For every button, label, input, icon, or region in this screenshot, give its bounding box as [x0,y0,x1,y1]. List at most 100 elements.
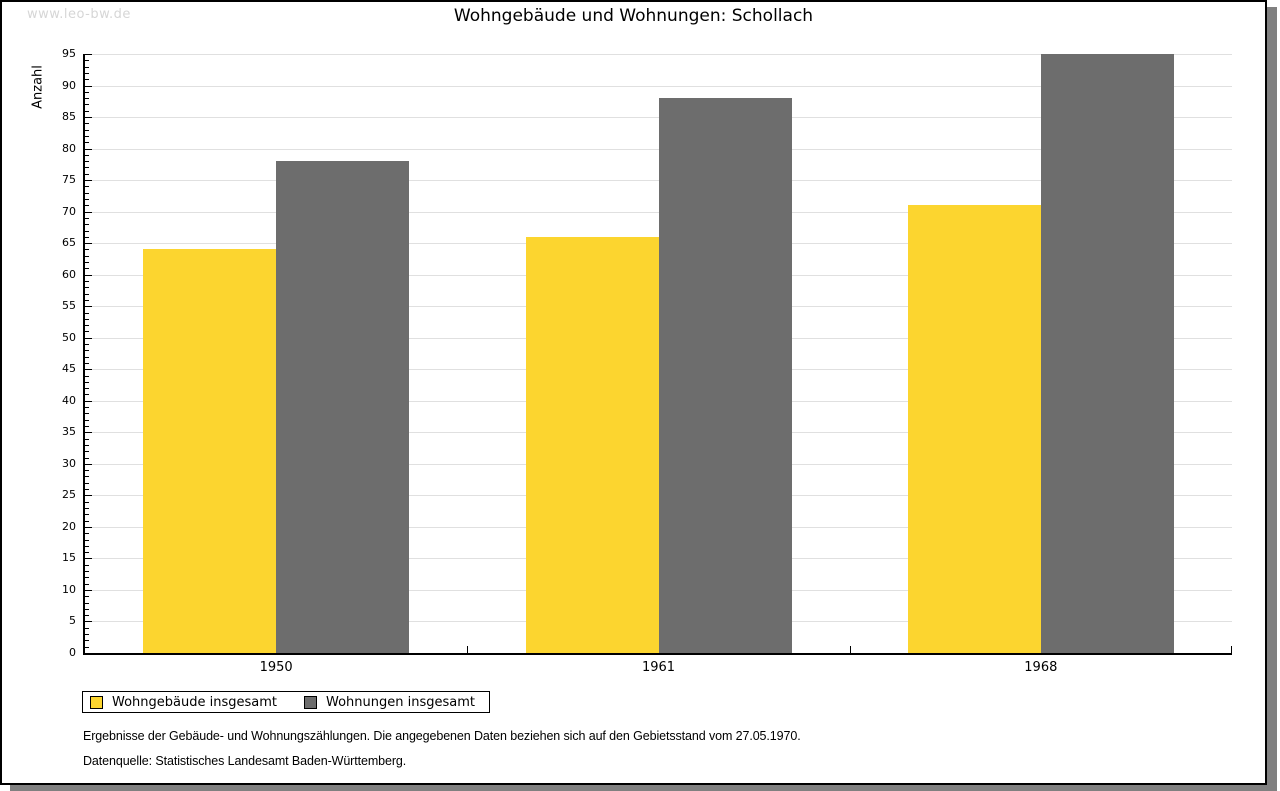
y-tick-label-5: 5 [69,614,76,628]
y-tick-major-10 [85,589,92,591]
footer-note: Ergebnisse der Gebäude- und Wohnungszähl… [83,729,801,743]
y-tick-label-55: 55 [62,299,76,313]
y-tick-minor [85,344,89,346]
x-tick-end [1231,646,1232,653]
y-tick-minor [85,476,89,478]
footer-source: Datenquelle: Statistisches Landesamt Bad… [83,754,407,768]
y-tick-major-85 [85,117,92,119]
x-axis-line [83,653,1232,655]
y-tick-major-80 [85,148,92,150]
y-tick-minor [85,249,89,251]
y-tick-major-60 [85,274,92,276]
y-tick-minor [85,142,89,144]
y-tick-minor [85,634,89,636]
y-tick-major-55 [85,306,92,308]
y-tick-minor [85,457,89,459]
y-tick-minor [85,381,89,383]
y-tick-label-45: 45 [62,362,76,376]
legend-label-wohnungen: Wohnungen insgesamt [326,694,475,710]
watermark: www.leo-bw.de [27,7,131,22]
y-tick-minor [85,129,89,131]
y-tick-minor [85,192,89,194]
y-tick-minor [85,394,89,396]
y-tick-minor [85,173,89,175]
y-tick-minor [85,299,89,301]
y-tick-label-70: 70 [62,204,76,218]
y-tick-minor [85,79,89,81]
y-tick-minor [85,375,89,377]
y-tick-minor [85,98,89,100]
y-tick-major-70 [85,211,92,213]
y-tick-minor [85,615,89,617]
y-tick-minor [85,602,89,604]
y-tick-minor [85,280,89,282]
y-tick-major-30 [85,463,92,465]
plot-area: 0 5 10 15 20 25 30 35 40 45 50 55 60 65 70 75 80 85 90 95 19… [62,47,1232,675]
bar-wohnungen-1961 [658,98,792,653]
y-tick-major-45 [85,369,92,371]
y-tick-minor [85,161,89,163]
y-tick-major-5 [85,621,92,623]
y-tick-label-80: 80 [62,141,76,155]
bar-wohnungen-1968 [1040,54,1174,653]
y-tick-minor [85,186,89,188]
y-tick-major-75 [85,180,92,182]
y-tick-label-15: 15 [62,551,76,565]
y-tick-label-60: 60 [62,267,76,281]
y-tick-minor [85,489,89,491]
x-category-label-1950: 1950 [259,660,293,675]
y-tick-major-15 [85,558,92,560]
y-tick-minor [85,533,89,535]
y-tick-minor [85,154,89,156]
y-tick-minor [85,236,89,238]
y-tick-minor [85,135,89,137]
y-tick-label-30: 30 [62,456,76,470]
y-tick-minor [85,230,89,232]
y-tick-label-95: 95 [62,47,76,60]
gridline-95 [85,54,1232,55]
y-tick-major-35 [85,432,92,434]
y-tick-minor [85,217,89,219]
y-tick-major-90 [85,85,92,87]
y-tick-minor [85,268,89,270]
y-tick-minor [85,224,89,226]
y-tick-major-40 [85,400,92,402]
y-tick-minor [85,293,89,295]
y-tick-minor [85,571,89,573]
gridline-90 [85,85,1232,87]
y-tick-label-0: 0 [69,646,76,659]
legend-box: Wohngebäude insgesamt Wohnungen insgesam… [82,691,490,713]
y-tick-minor [85,545,89,547]
y-tick-minor [85,350,89,352]
y-tick-minor [85,520,89,522]
x-tick-boundary [849,646,851,653]
y-tick-minor [85,104,89,106]
y-tick-label-85: 85 [62,110,76,124]
y-tick-minor [85,451,89,453]
y-tick-label-65: 65 [62,236,76,250]
y-tick-minor [85,552,89,554]
y-tick-label-10: 10 [62,582,76,596]
y-tick-major-50 [85,337,92,339]
x-category-label-1961: 1961 [641,660,676,675]
y-tick-minor [85,356,89,358]
y-tick-minor [85,444,89,446]
y-tick-minor [85,482,89,484]
y-tick-minor [85,72,89,74]
y-tick-minor [85,514,89,516]
y-tick-minor [85,318,89,320]
y-tick-major-95 [85,54,92,55]
bar-wohngebaeude-1961 [525,236,659,653]
y-tick-label-35: 35 [62,425,76,439]
y-tick-minor [85,539,89,541]
y-tick-minor [85,205,89,207]
chart-title: Wohngebäude und Wohnungen: Schollach [453,6,814,26]
y-tick-minor [85,362,89,364]
y-tick-minor [85,596,89,598]
x-category-label-1968: 1968 [1024,660,1058,675]
y-tick-minor [85,262,89,264]
y-tick-minor [85,60,89,62]
y-tick-minor [85,413,89,415]
y-tick-minor [85,583,89,585]
y-tick-minor [85,627,89,629]
